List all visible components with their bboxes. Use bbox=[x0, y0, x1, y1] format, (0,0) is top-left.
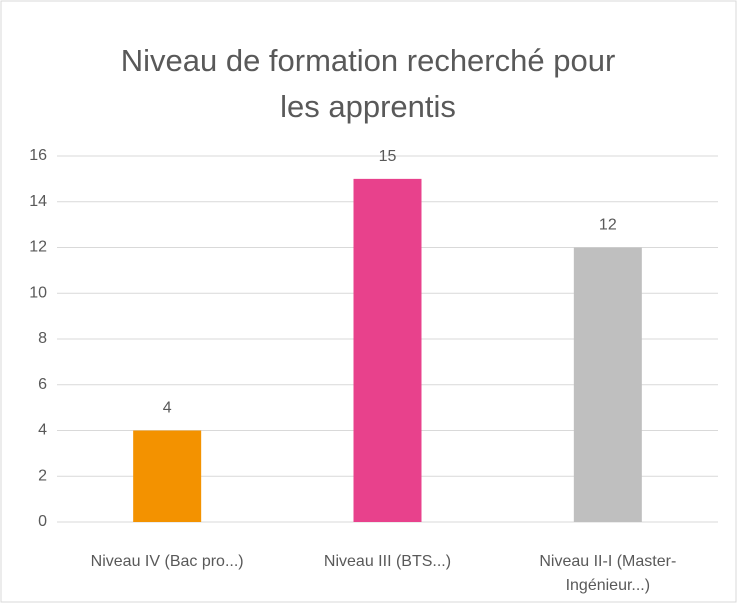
y-tick-label: 8 bbox=[38, 330, 47, 347]
y-tick-label: 12 bbox=[29, 239, 47, 256]
y-tick-label: 4 bbox=[38, 422, 47, 439]
bar bbox=[353, 178, 422, 522]
value-label: 12 bbox=[599, 217, 617, 234]
y-tick-label: 6 bbox=[38, 376, 47, 393]
y-tick-label: 2 bbox=[38, 467, 47, 484]
y-tick-label: 0 bbox=[38, 513, 47, 530]
bar bbox=[133, 430, 202, 522]
value-label: 15 bbox=[379, 148, 397, 165]
x-tick-label: Niveau IV (Bac pro...) bbox=[90, 553, 244, 570]
bar bbox=[573, 247, 642, 522]
x-tick-label: Niveau III (BTS...) bbox=[323, 553, 452, 570]
y-tick-label: 14 bbox=[29, 193, 47, 210]
y-tick-label: 10 bbox=[29, 284, 47, 301]
chart-title: Niveau de formation recherché pour les a… bbox=[120, 43, 616, 124]
y-tick-label: 16 bbox=[29, 147, 47, 164]
value-label: 4 bbox=[163, 400, 172, 417]
x-tick-label: Niveau II-I (Master-Ingénieur...) bbox=[539, 553, 677, 594]
